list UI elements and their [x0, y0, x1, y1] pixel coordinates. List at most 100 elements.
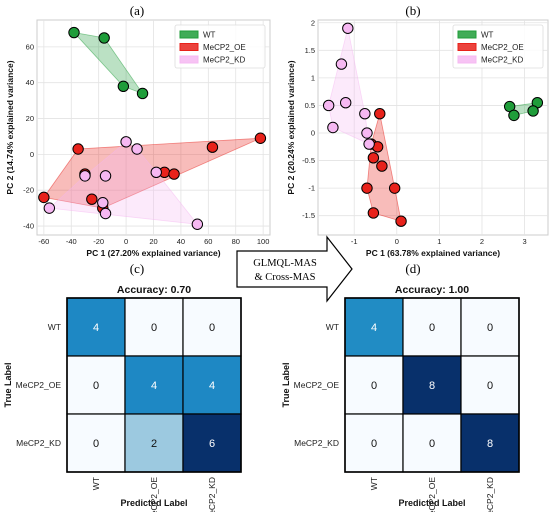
row-label: MeCP2_OE — [294, 380, 340, 390]
data-point — [72, 143, 84, 155]
data-point — [131, 143, 143, 155]
x-tick-label: 0 — [124, 237, 128, 246]
panel-label-a: (a) — [130, 3, 144, 18]
cell-value: 0 — [487, 380, 493, 392]
x-tick-label: 3 — [522, 237, 526, 246]
x-tick-label: 20 — [149, 237, 157, 246]
cell-value: 4 — [93, 322, 99, 334]
y-tick-label: 0 — [30, 150, 34, 159]
data-point — [363, 138, 375, 150]
panel-label-c: (c) — [130, 261, 144, 276]
legend-swatch — [179, 55, 199, 64]
y-tick-label: 60 — [26, 42, 34, 51]
x-tick-label: 2 — [480, 237, 484, 246]
x-axis-label: PC 1 (27.20% explained variance) — [86, 248, 220, 258]
data-point — [99, 170, 112, 182]
data-point — [168, 168, 180, 180]
row-label: MeCP2_KD — [16, 438, 61, 448]
y-tick-label: 20 — [26, 114, 34, 123]
matrix-cell — [124, 355, 184, 415]
y-tick-label: 1 — [311, 73, 315, 82]
legend-entry: WT — [203, 31, 216, 40]
data-point — [361, 182, 373, 194]
x-tick-label: -40 — [66, 237, 77, 246]
column-label: WT — [369, 477, 379, 490]
data-point — [43, 202, 56, 214]
cell-value: 0 — [371, 380, 377, 392]
cell-value: 0 — [371, 438, 377, 450]
matrix-cell — [344, 297, 404, 357]
data-point — [527, 105, 539, 117]
matrix-cell — [66, 297, 126, 357]
process-arrow: GLMQL-MAS & Cross-MAS — [236, 235, 353, 303]
matrix-title: Accuracy: 0.70 — [117, 284, 191, 296]
cell-value: 0 — [429, 438, 435, 450]
matrix-cell — [344, 413, 404, 473]
data-point — [327, 121, 339, 134]
cell-value: 4 — [151, 380, 157, 392]
data-point — [339, 96, 352, 109]
y-tick-label: 0 — [311, 129, 315, 138]
data-point — [367, 152, 380, 164]
row-label: WT — [48, 322, 61, 332]
data-point — [98, 32, 110, 44]
matrix-cell — [460, 297, 520, 357]
data-point — [376, 160, 388, 172]
matrix-border — [344, 297, 520, 473]
pca-plot-a: -60 -40 -20 0 20 40 60 80 100 -40 -20 0 20 40 60 PC 1 (… — [5, 19, 271, 258]
x-axis-label: PC 1 (63.78% explained variance) — [366, 248, 500, 258]
matrix-cell — [66, 413, 126, 473]
matrix-cell — [460, 413, 520, 473]
data-point — [254, 132, 267, 144]
legend-entry: MeCP2_OE — [203, 43, 246, 52]
data-point — [374, 108, 386, 120]
y-axis-label: PC 2 (20.24% explained variance) — [286, 60, 296, 194]
pca-plot-b: -1 0 1 2 3 -1.5 -1 -0.5 0 0.5 1 1.5 2 PC 1 (63.78% ex… — [286, 18, 549, 258]
matrix-cell — [182, 355, 242, 415]
x-tick-label: 100 — [257, 237, 270, 246]
data-point — [322, 99, 335, 112]
x-axis-label: Predicted Label — [398, 498, 465, 508]
data-point — [136, 87, 149, 100]
data-point — [361, 127, 373, 139]
cell-value: 2 — [151, 438, 157, 450]
y-tick-label: -40 — [23, 222, 34, 231]
column-label: WT — [91, 477, 101, 490]
y-tick-label: -1.5 — [302, 211, 315, 220]
cell-value: 8 — [487, 438, 493, 450]
legend-swatch — [457, 43, 477, 51]
cell-value: 0 — [487, 322, 493, 334]
cell-value: 0 — [209, 322, 215, 334]
x-tick-label: 60 — [204, 237, 212, 246]
column-label: MeCP2_KD — [207, 477, 217, 512]
x-axis-label: Predicted Label — [120, 498, 187, 508]
matrix-border — [66, 297, 242, 473]
row-label: MeCP2_KD — [294, 438, 339, 448]
y-tick-label: 0.5 — [305, 101, 315, 110]
data-point — [120, 136, 132, 148]
row-label: WT — [326, 322, 339, 332]
y-tick-label: -20 — [23, 186, 34, 195]
legend-swatch — [457, 55, 477, 64]
panel-label-b: (b) — [405, 3, 420, 18]
panel-label-d: (d) — [405, 261, 420, 276]
legend-entry: MeCP2_KD — [203, 56, 245, 65]
cell-value: 0 — [93, 380, 99, 392]
legend-entry: MeCP2_KD — [481, 56, 523, 65]
legend-swatch — [179, 43, 199, 51]
matrix-cell — [66, 355, 126, 415]
cell-value: 6 — [209, 438, 215, 450]
data-point — [97, 197, 109, 209]
x-tick-label: -20 — [93, 237, 104, 246]
matrix-cell — [124, 413, 184, 473]
cell-value: 4 — [209, 380, 215, 392]
matrix-cell — [124, 297, 184, 357]
cell-value: 8 — [429, 380, 435, 392]
data-point — [86, 193, 98, 205]
cell-value: 0 — [151, 322, 157, 334]
data-point — [359, 108, 371, 120]
data-point — [38, 191, 50, 204]
legend-swatch — [179, 30, 199, 39]
data-point — [508, 109, 520, 122]
